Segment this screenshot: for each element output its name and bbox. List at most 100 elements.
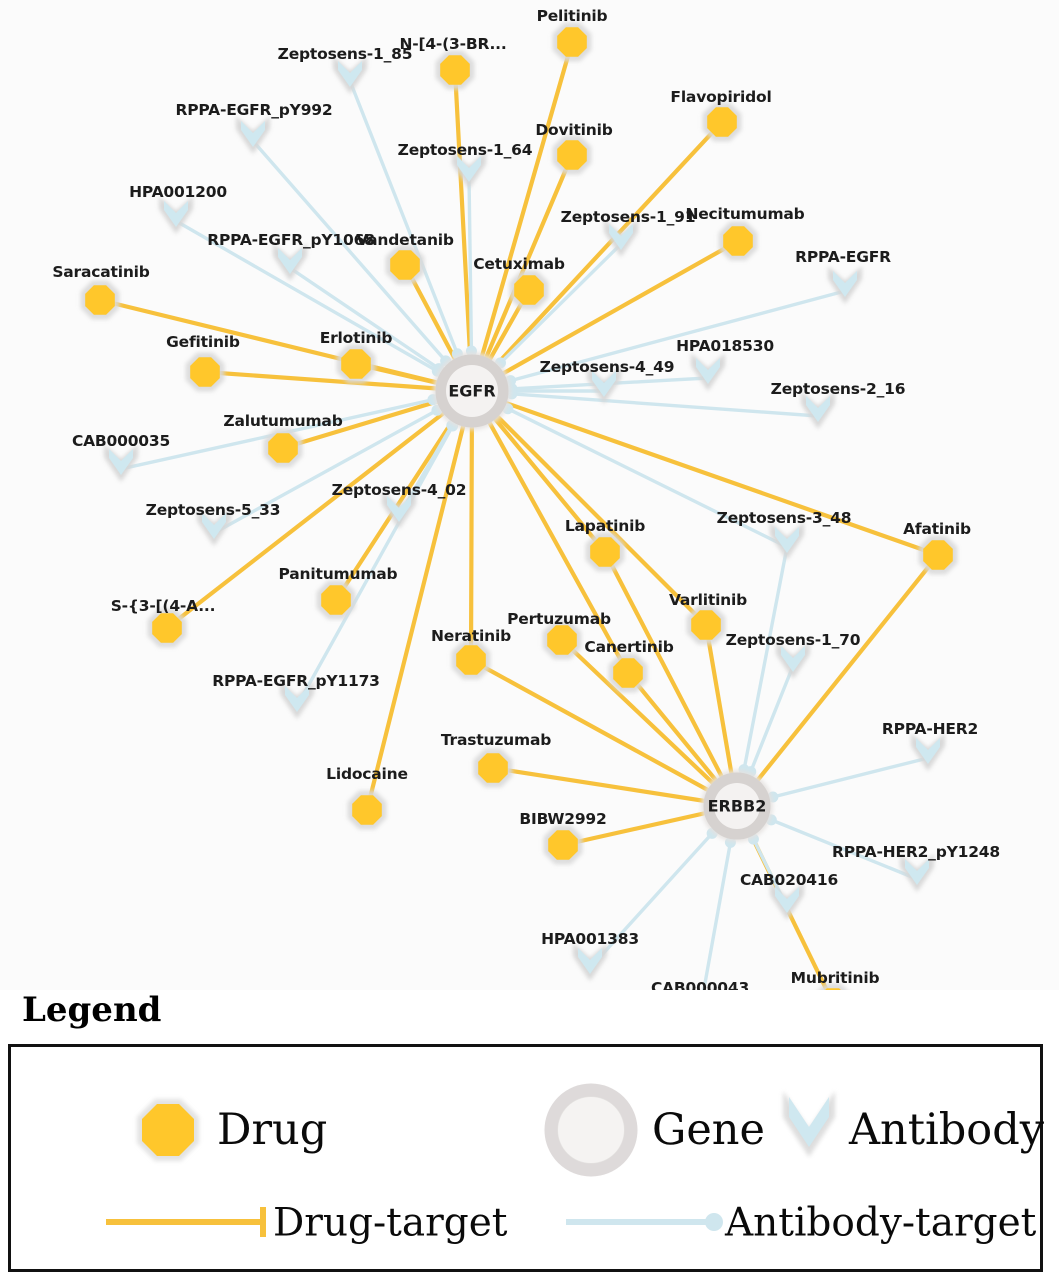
- drug-node-shape: [691, 610, 721, 640]
- drug-node[interactable]: [686, 605, 726, 645]
- drug-target-edge: [734, 552, 941, 809]
- gene-node[interactable]: [701, 770, 773, 842]
- drug-node[interactable]: [385, 245, 425, 285]
- antibody-node-shape: [109, 449, 133, 475]
- network-svg: [80, 22, 958, 1000]
- drug-node[interactable]: [543, 825, 583, 865]
- drug-node[interactable]: [509, 270, 549, 310]
- drug-node[interactable]: [718, 221, 758, 261]
- antibody-target-edge: [251, 139, 474, 393]
- drug-target-edge: [490, 765, 740, 809]
- drug-target-edge: [468, 388, 475, 663]
- drug-node[interactable]: [316, 580, 356, 620]
- legend-label-antibody-target: Antibody-target: [725, 1200, 1037, 1246]
- legend-label-drug: Drug: [217, 1105, 328, 1155]
- drug-target-edge: [469, 238, 741, 394]
- drug-node[interactable]: [263, 428, 303, 468]
- legend-label-gene: Gene: [652, 1105, 765, 1155]
- antibody-node[interactable]: [104, 444, 138, 482]
- antibody-node[interactable]: [691, 353, 725, 391]
- drug-target-edge: [202, 369, 475, 394]
- antibody-node-shape: [241, 121, 265, 147]
- antibody-node[interactable]: [900, 854, 934, 892]
- gene-node-label: ERBB2: [707, 796, 767, 816]
- drug-node-shape: [85, 285, 115, 315]
- antibody-node-shape: [609, 224, 633, 250]
- antibody-node[interactable]: [452, 151, 486, 189]
- drug-node[interactable]: [552, 135, 592, 175]
- antibody-node[interactable]: [801, 391, 835, 429]
- drug-node[interactable]: [147, 608, 187, 648]
- drug-node[interactable]: [608, 653, 648, 693]
- drug-node[interactable]: [80, 280, 120, 320]
- antibody-target-edge: [212, 389, 474, 535]
- antibody-node[interactable]: [587, 366, 621, 404]
- antibody-node-shape: [833, 271, 857, 297]
- gene-ring-icon: [544, 1083, 638, 1177]
- antibody-target-edge-icon: [566, 1213, 723, 1231]
- antibody-node[interactable]: [828, 266, 862, 304]
- antibody-node[interactable]: [236, 116, 270, 154]
- antibody-node[interactable]: [382, 491, 416, 529]
- drug-node-shape: [590, 537, 620, 567]
- drug-node-shape: [723, 226, 753, 256]
- drug-node[interactable]: [435, 50, 475, 90]
- antibody-node[interactable]: [159, 196, 193, 234]
- antibody-target-edge: [470, 389, 820, 418]
- legend-title: Legend: [22, 990, 162, 1030]
- drug-node-shape: [613, 658, 643, 688]
- drug-target-edge: [469, 388, 631, 676]
- antibody-node-shape: [592, 371, 616, 397]
- drug-node-shape: [440, 55, 470, 85]
- antibody-node-shape: [806, 396, 830, 422]
- antibody-node[interactable]: [333, 56, 367, 94]
- drug-node[interactable]: [585, 532, 625, 572]
- drug-node-shape: [268, 433, 298, 463]
- network-graph-canvas: Pelitinib N-[4-(3-BR... Flavopiridol Doviti…: [52, 7, 1001, 1000]
- drug-node[interactable]: [542, 620, 582, 660]
- gene-node-label: EGFR: [448, 381, 496, 401]
- drug-node[interactable]: [185, 352, 225, 392]
- antibody-node[interactable]: [776, 641, 810, 679]
- drug-node[interactable]: [702, 102, 742, 142]
- drug-node-shape: [341, 349, 371, 379]
- antibody-node-shape: [775, 887, 799, 913]
- drug-node-shape: [152, 613, 182, 643]
- antibody-node[interactable]: [770, 882, 804, 920]
- legend-symbols-svg: [106, 1083, 835, 1237]
- antibody-node[interactable]: [770, 522, 804, 560]
- legend-box: Drug Gene Antibody Drug-target Antibody-…: [8, 1044, 1045, 1272]
- drug-node[interactable]: [336, 344, 376, 384]
- gene-node[interactable]: [433, 352, 511, 430]
- legend-label-drug-target: Drug-target: [273, 1200, 508, 1246]
- antibody-chevron-icon: [783, 1091, 835, 1157]
- antibody-node-shape: [775, 527, 799, 553]
- gene-node-center: [714, 783, 760, 829]
- antibody-node[interactable]: [573, 943, 607, 981]
- drug-node-shape: [557, 140, 587, 170]
- antibody-target-edge: [174, 219, 474, 393]
- antibody-node[interactable]: [911, 733, 945, 771]
- antibody-target-edge: [295, 389, 474, 708]
- drug-target-edge: [468, 657, 740, 809]
- drug-node[interactable]: [552, 22, 592, 62]
- drug-node-shape: [548, 830, 578, 860]
- drug-node-shape: [707, 107, 737, 137]
- drug-node-shape: [321, 585, 351, 615]
- antibody-target-edge: [470, 289, 847, 393]
- drug-node[interactable]: [473, 748, 513, 788]
- antibody-node-shape: [696, 358, 720, 384]
- drug-target-edge: [559, 637, 740, 809]
- drug-target-edge: [452, 67, 475, 394]
- antibody-node[interactable]: [273, 243, 307, 281]
- drug-node[interactable]: [347, 790, 387, 830]
- drug-node-shape: [456, 645, 486, 675]
- antibody-node[interactable]: [604, 219, 638, 257]
- gene-node-ring: [703, 772, 771, 840]
- legend-label-antibody: Antibody: [849, 1105, 1045, 1155]
- antibody-node[interactable]: [280, 681, 314, 719]
- drug-node[interactable]: [451, 640, 491, 680]
- antibody-node[interactable]: [197, 508, 231, 546]
- drug-node[interactable]: [918, 535, 958, 575]
- antibody-node-shape: [164, 201, 188, 227]
